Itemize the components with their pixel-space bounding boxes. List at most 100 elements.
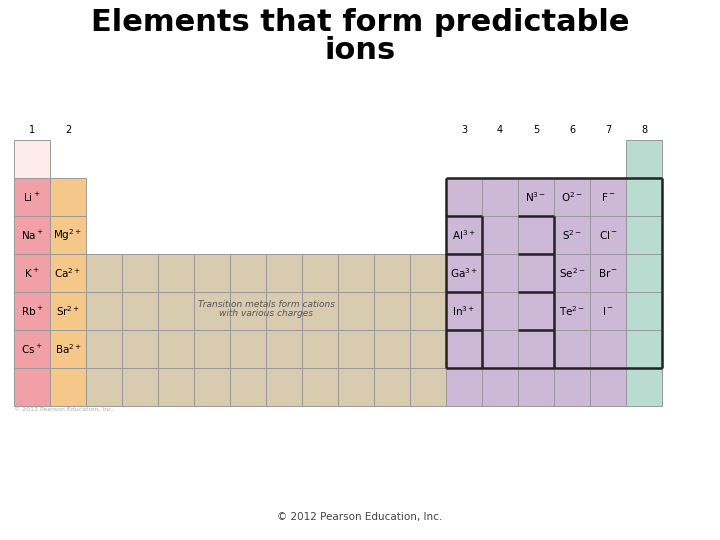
Bar bbox=[590, 330, 626, 368]
Bar bbox=[410, 254, 446, 292]
Bar bbox=[446, 330, 482, 368]
Text: 1: 1 bbox=[29, 125, 35, 135]
Bar bbox=[374, 368, 410, 406]
Bar bbox=[554, 292, 590, 330]
Bar bbox=[86, 368, 122, 406]
Bar bbox=[266, 254, 302, 292]
Bar bbox=[626, 292, 662, 330]
Bar bbox=[50, 292, 86, 330]
Bar bbox=[554, 254, 590, 292]
Bar bbox=[302, 292, 338, 330]
Bar bbox=[554, 330, 590, 368]
Bar bbox=[374, 330, 410, 368]
Text: Na$^+$: Na$^+$ bbox=[20, 228, 43, 241]
Bar bbox=[50, 178, 86, 216]
Bar bbox=[14, 254, 50, 292]
Bar bbox=[194, 292, 230, 330]
Bar bbox=[14, 368, 50, 406]
Bar bbox=[446, 292, 482, 330]
Bar bbox=[518, 178, 554, 216]
Text: Br$^-$: Br$^-$ bbox=[598, 267, 618, 279]
Bar bbox=[302, 254, 338, 292]
Bar bbox=[626, 368, 662, 406]
Bar bbox=[302, 330, 338, 368]
Bar bbox=[14, 178, 50, 216]
Bar bbox=[410, 292, 446, 330]
Bar bbox=[518, 292, 554, 330]
Bar bbox=[410, 330, 446, 368]
Text: Se$^{2-}$: Se$^{2-}$ bbox=[559, 266, 585, 280]
Text: Ga$^{3+}$: Ga$^{3+}$ bbox=[450, 266, 478, 280]
Text: I$^-$: I$^-$ bbox=[602, 305, 614, 317]
Bar bbox=[14, 216, 50, 254]
Bar bbox=[482, 178, 518, 216]
Text: Al$^{3+}$: Al$^{3+}$ bbox=[452, 228, 476, 242]
Bar bbox=[230, 292, 266, 330]
Bar bbox=[122, 330, 158, 368]
Bar bbox=[338, 254, 374, 292]
Bar bbox=[374, 292, 410, 330]
Bar bbox=[482, 292, 518, 330]
Text: Transition metals form cations: Transition metals form cations bbox=[197, 300, 335, 309]
Bar bbox=[266, 292, 302, 330]
Bar bbox=[518, 368, 554, 406]
Text: 6: 6 bbox=[569, 125, 575, 135]
Bar bbox=[554, 178, 590, 216]
Bar bbox=[446, 254, 482, 292]
Bar bbox=[302, 368, 338, 406]
Bar bbox=[590, 216, 626, 254]
Bar bbox=[230, 368, 266, 406]
Bar bbox=[50, 216, 86, 254]
Bar bbox=[230, 254, 266, 292]
Bar bbox=[626, 140, 662, 178]
Text: Rb$^+$: Rb$^+$ bbox=[21, 305, 43, 318]
Bar bbox=[158, 254, 194, 292]
Bar bbox=[50, 368, 86, 406]
Text: © 2012 Pearson Education, Inc.: © 2012 Pearson Education, Inc. bbox=[277, 512, 443, 522]
Text: Li$^+$: Li$^+$ bbox=[23, 191, 41, 204]
Bar bbox=[446, 178, 482, 216]
Bar bbox=[518, 216, 554, 254]
Bar bbox=[122, 368, 158, 406]
Text: Cl$^-$: Cl$^-$ bbox=[598, 229, 618, 241]
Text: Ca$^{2+}$: Ca$^{2+}$ bbox=[55, 266, 81, 280]
Text: ions: ions bbox=[325, 36, 395, 65]
Bar bbox=[14, 330, 50, 368]
Text: 2: 2 bbox=[65, 125, 71, 135]
Bar bbox=[14, 292, 50, 330]
Bar bbox=[554, 368, 590, 406]
Text: 5: 5 bbox=[533, 125, 539, 135]
Bar bbox=[230, 330, 266, 368]
Bar bbox=[446, 216, 482, 254]
Bar bbox=[194, 254, 230, 292]
Bar bbox=[86, 292, 122, 330]
Bar bbox=[266, 330, 302, 368]
Bar bbox=[158, 330, 194, 368]
Bar bbox=[86, 254, 122, 292]
Bar bbox=[482, 254, 518, 292]
Bar bbox=[194, 330, 230, 368]
Bar bbox=[446, 368, 482, 406]
Bar bbox=[338, 292, 374, 330]
Text: Sr$^{2+}$: Sr$^{2+}$ bbox=[56, 304, 80, 318]
Bar bbox=[518, 254, 554, 292]
Bar bbox=[266, 368, 302, 406]
Bar bbox=[158, 292, 194, 330]
Bar bbox=[122, 254, 158, 292]
Text: Elements that form predictable: Elements that form predictable bbox=[91, 8, 629, 37]
Bar bbox=[374, 254, 410, 292]
Bar bbox=[626, 254, 662, 292]
Text: 8: 8 bbox=[641, 125, 647, 135]
Text: 7: 7 bbox=[605, 125, 611, 135]
Text: with various charges: with various charges bbox=[219, 309, 313, 318]
Bar bbox=[482, 368, 518, 406]
Text: © 2012 Pearson Education, Inc.: © 2012 Pearson Education, Inc. bbox=[14, 407, 114, 412]
Text: Ba$^{2+}$: Ba$^{2+}$ bbox=[55, 342, 81, 356]
Bar bbox=[338, 330, 374, 368]
Bar bbox=[590, 178, 626, 216]
Bar bbox=[590, 368, 626, 406]
Bar bbox=[482, 216, 518, 254]
Bar bbox=[626, 178, 662, 216]
Text: Te$^{2-}$: Te$^{2-}$ bbox=[559, 304, 585, 318]
Bar bbox=[482, 330, 518, 368]
